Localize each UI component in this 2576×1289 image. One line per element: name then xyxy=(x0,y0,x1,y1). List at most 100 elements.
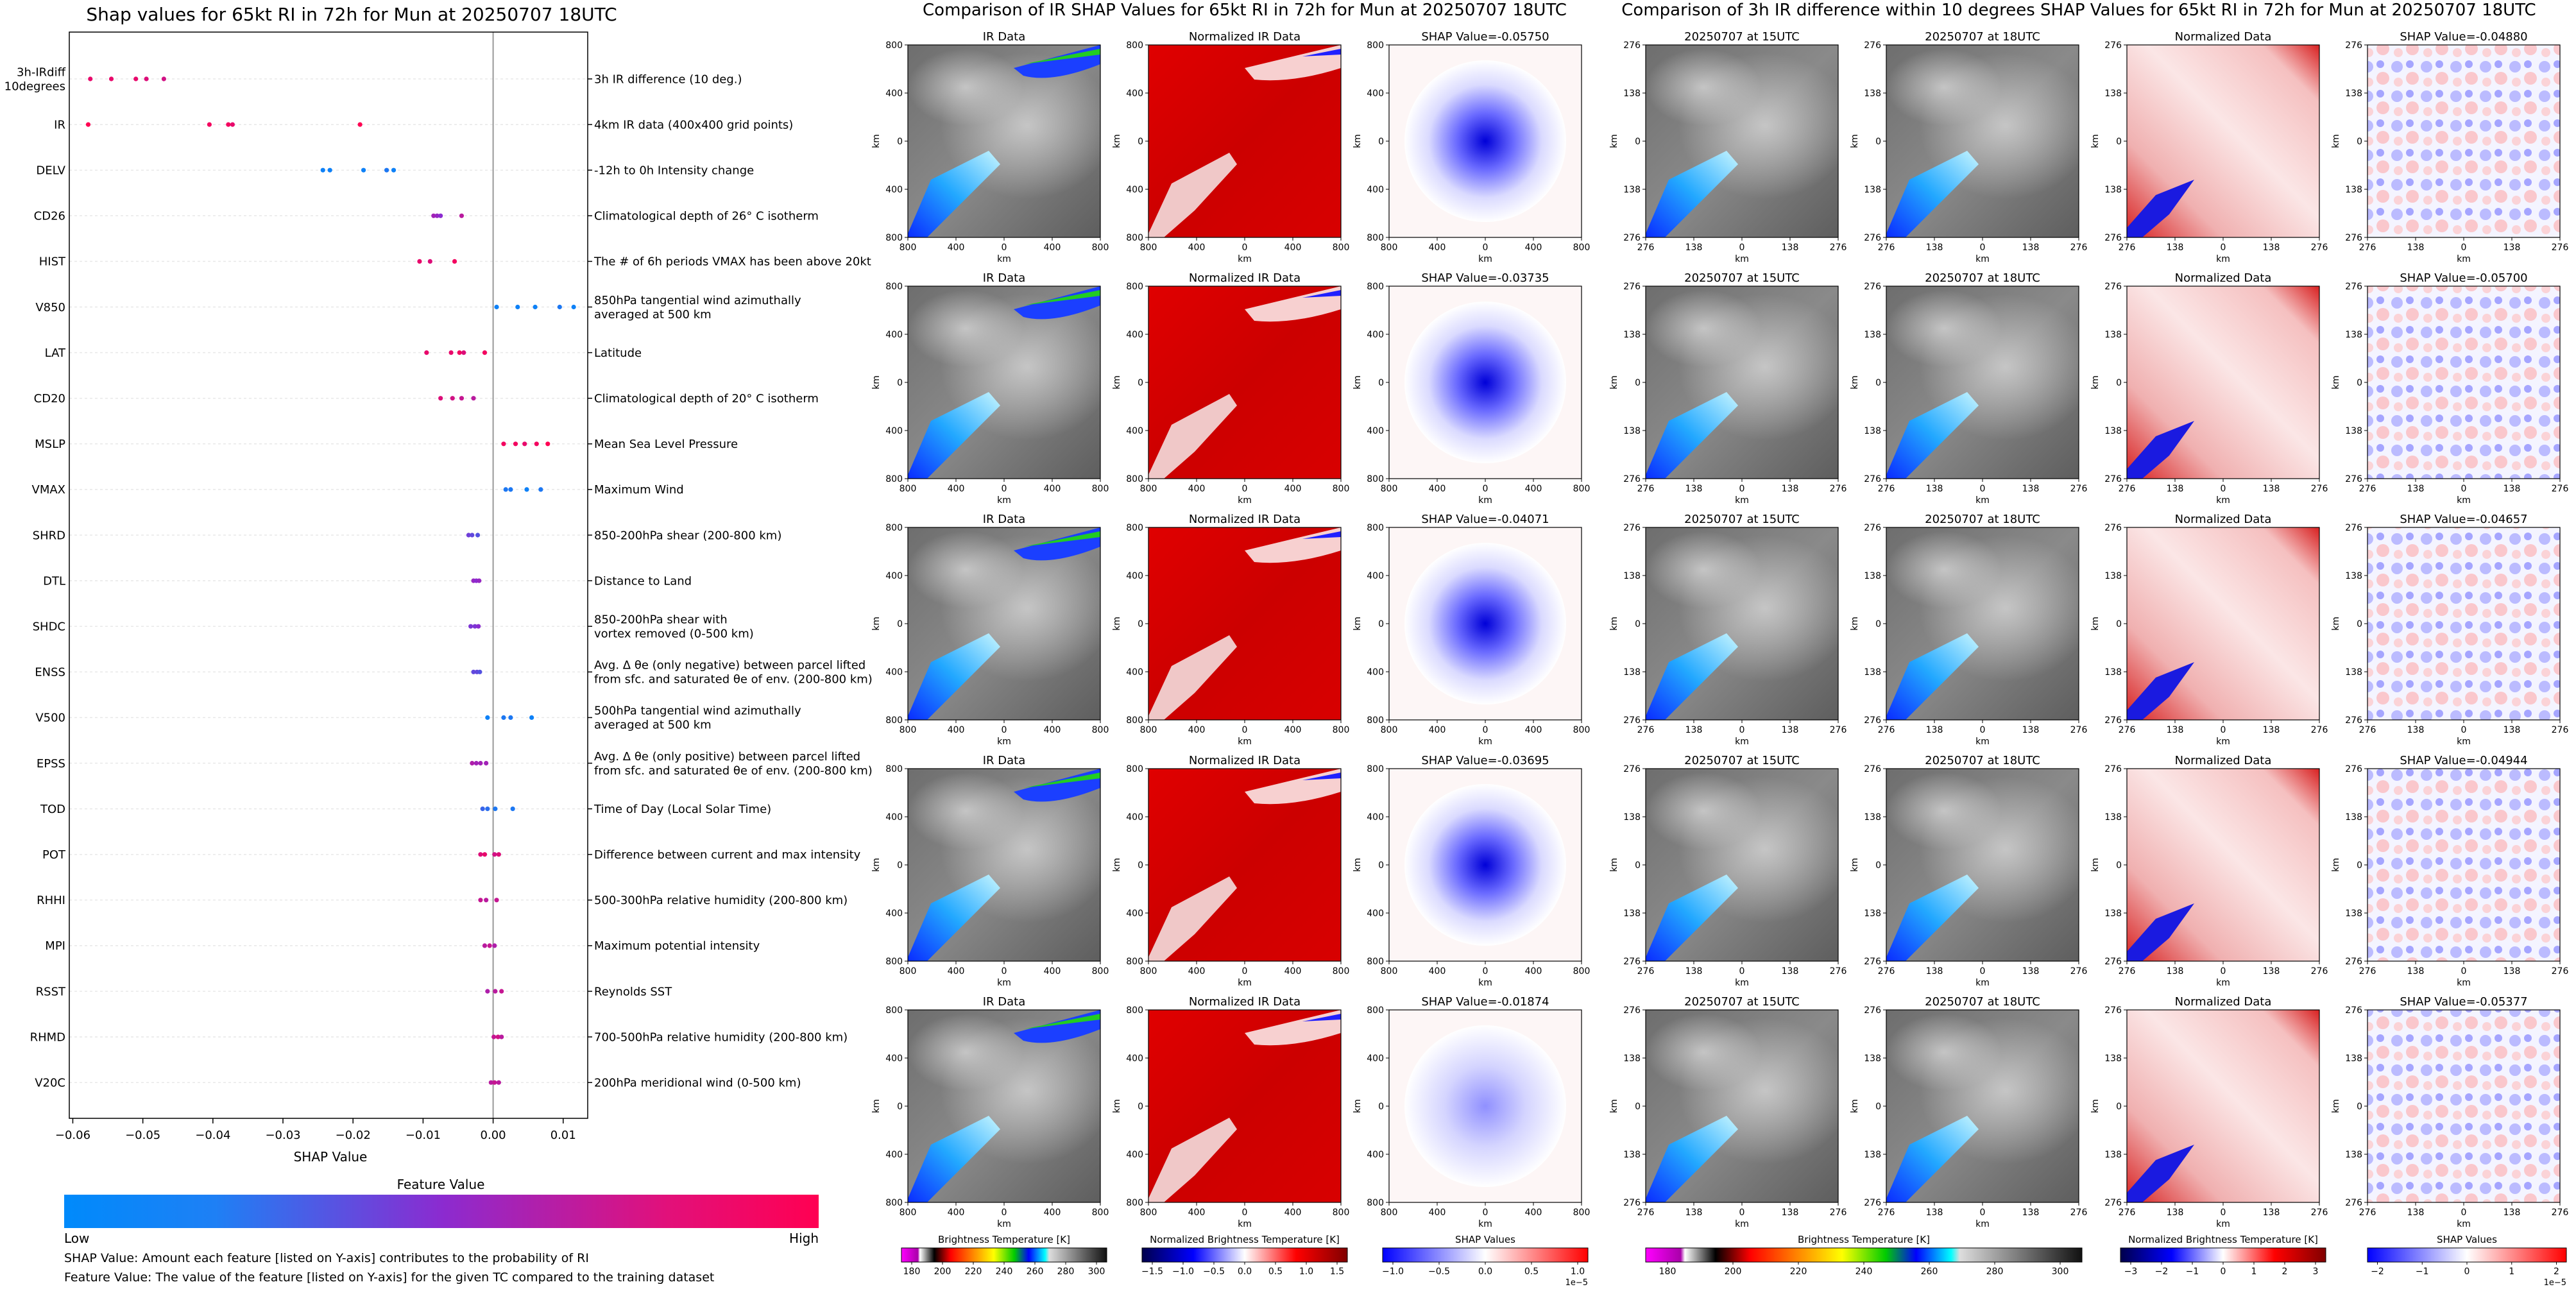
y-tick-label: 0 xyxy=(1635,860,1641,871)
x-tick-label: 400 xyxy=(948,484,965,494)
shap-point xyxy=(488,1080,493,1085)
y-tick-label: 276 xyxy=(2104,764,2122,774)
y-tick-label: 0 xyxy=(2357,137,2362,147)
x-tick-label: 276 xyxy=(2119,243,2136,253)
colorbar xyxy=(1382,1247,1589,1263)
y-tick-label: 0 xyxy=(1378,619,1384,629)
shap-point xyxy=(492,852,497,857)
y-tick-label: 0 xyxy=(2116,137,2122,147)
y-axis-label: km xyxy=(2090,1099,2101,1113)
x-tick-label: 0.01 xyxy=(550,1129,576,1142)
y-tick-label: 138 xyxy=(2345,909,2362,919)
x-tick-label: 400 xyxy=(948,243,965,253)
x-tick-label: 276 xyxy=(2359,243,2376,253)
x-tick-label: 400 xyxy=(1525,1208,1542,1218)
x-tick-label: 800 xyxy=(1381,725,1398,735)
x-tick-label: −0.03 xyxy=(265,1129,300,1142)
colorbar-tick-label: −0.5 xyxy=(1428,1267,1450,1277)
y-tick-label: 400 xyxy=(1126,667,1143,678)
y-axis-label: km xyxy=(1112,858,1122,872)
shap-point xyxy=(438,213,443,218)
x-axis-label: km xyxy=(1478,254,1492,264)
colorbar-tick-label: 0 xyxy=(2221,1267,2226,1277)
x-axis-label: km xyxy=(1735,254,1749,264)
x-tick-label: 138 xyxy=(2022,966,2040,977)
shap-point xyxy=(491,1034,497,1039)
shap-row-gridlines xyxy=(69,78,588,1083)
y-tick-label: 0 xyxy=(1138,378,1143,388)
x-tick-label: 800 xyxy=(1573,966,1591,977)
feature-label: V850 xyxy=(35,301,65,314)
x-tick-label: 400 xyxy=(1525,484,1542,494)
x-tick-label: 400 xyxy=(1284,484,1302,494)
x-axis-label: km xyxy=(1735,978,1749,988)
shap-point xyxy=(524,487,529,492)
feature-label: DTL xyxy=(43,574,65,588)
image-pixels xyxy=(908,45,1100,237)
colorbar xyxy=(1645,1247,2083,1263)
colorbar-label: Brightness Temperature [K] xyxy=(938,1234,1070,1245)
shap-point xyxy=(327,167,332,173)
shap-point xyxy=(452,259,457,264)
colorbar-tick-label: 240 xyxy=(996,1267,1013,1277)
y-tick-label: 0 xyxy=(2357,860,2362,871)
image-pixels xyxy=(2367,769,2560,961)
plot-frame xyxy=(69,31,588,1119)
y-tick-label: 800 xyxy=(1126,40,1143,51)
image-title: 20250707 at 15UTC xyxy=(1684,754,1800,767)
colorbar-tick-label: 180 xyxy=(1659,1267,1676,1277)
x-tick-label: 276 xyxy=(2359,484,2376,494)
x-tick-label: 800 xyxy=(900,725,917,735)
y-tick-label: 400 xyxy=(1126,571,1143,581)
image-title: SHAP Value=-0.04071 xyxy=(1421,513,1549,526)
y-tick-label: 276 xyxy=(2345,523,2362,533)
x-tick-label: 276 xyxy=(2070,1208,2088,1218)
x-tick-label: 800 xyxy=(1140,966,1157,977)
y-tick-label: 800 xyxy=(1126,523,1143,533)
shap-point xyxy=(457,350,462,355)
x-tick-label: 138 xyxy=(2407,966,2425,977)
colorbar-tick-label: 280 xyxy=(1057,1267,1075,1277)
y-tick-label: 800 xyxy=(1367,40,1384,51)
x-tick-label: 0 xyxy=(1242,243,1248,253)
y-tick-label: 138 xyxy=(2104,667,2122,678)
y-tick-label: 276 xyxy=(2345,1005,2362,1016)
y-tick-label: 138 xyxy=(2104,185,2122,195)
shap-point xyxy=(471,669,476,674)
feature-colorbar xyxy=(64,1195,819,1228)
feature-label: HIST xyxy=(39,255,66,269)
x-tick-label: 276 xyxy=(2070,484,2088,494)
y-tick-label: 400 xyxy=(1126,812,1143,823)
y-tick-label: 276 xyxy=(1623,523,1641,533)
shap-point xyxy=(108,76,114,81)
x-tick-label: 276 xyxy=(1878,243,1895,253)
y-tick-label: 400 xyxy=(885,909,903,919)
x-tick-label: 400 xyxy=(1044,243,1061,253)
colorbar-label: SHAP Values xyxy=(2437,1234,2497,1245)
colorbar-tick-label: −1.0 xyxy=(1172,1267,1194,1277)
shap-point xyxy=(470,533,475,538)
shap-point xyxy=(459,213,465,218)
y-tick-label: 138 xyxy=(1623,571,1641,581)
y-tick-label: 276 xyxy=(2104,474,2122,484)
x-tick-label: 400 xyxy=(1429,243,1446,253)
feature-description: Latitude xyxy=(594,346,642,360)
y-axis-label: km xyxy=(871,375,882,389)
image-pixels xyxy=(908,1010,1100,1202)
feature-label: RSST xyxy=(36,985,66,998)
y-tick-label: 138 xyxy=(2104,1150,2122,1160)
x-tick-label: 0 xyxy=(1483,966,1488,977)
x-tick-label: −0.06 xyxy=(55,1129,90,1142)
y-tick-label: 0 xyxy=(1138,619,1143,629)
y-tick-label: 138 xyxy=(2345,1054,2362,1064)
y-tick-label: 800 xyxy=(885,523,903,533)
x-tick-label: 0 xyxy=(1002,725,1007,735)
image-title: IR Data xyxy=(983,995,1026,1009)
feature-label: CD20 xyxy=(34,392,65,405)
x-axis-label: km xyxy=(2216,1219,2230,1229)
y-tick-label: 400 xyxy=(1367,426,1384,436)
shap-point xyxy=(459,396,465,401)
x-tick-label: 0 xyxy=(1483,243,1488,253)
